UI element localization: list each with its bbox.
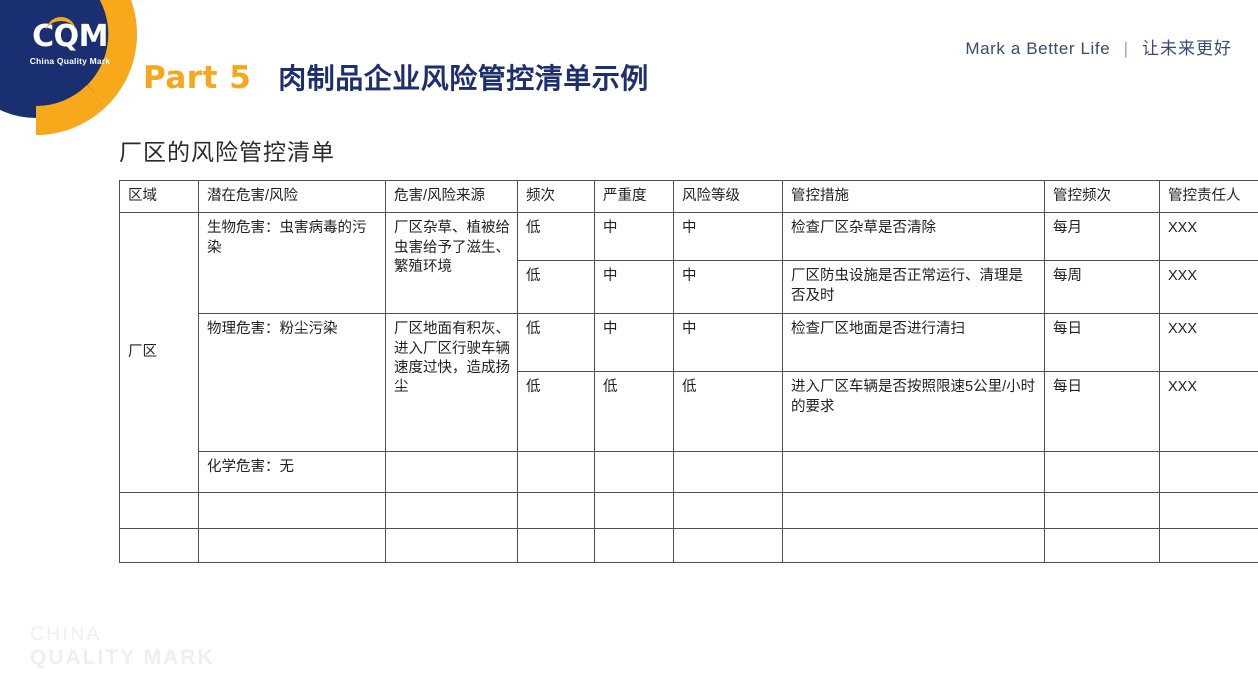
cell-owner (1159, 451, 1258, 494)
column-header-owner: 管控责任人 (1159, 179, 1258, 214)
tagline-divider: | (1123, 39, 1129, 58)
cell-control-measure (782, 492, 1045, 530)
table-row: 低 低 低 进入厂区车辆是否按照限速5公里/小时的要求 每日 XXX (120, 371, 1258, 453)
table-row: 物理危害：粉尘污染 厂区地面有积灰、进入厂区行驶车辆速度过快，造成扬尘 低 中 … (120, 313, 1258, 453)
cell-severity (594, 492, 674, 530)
tagline: Mark a Better Life | 让未来更好 (965, 34, 1232, 59)
cell-frequency: 低 (517, 371, 595, 453)
cell-control-measure (782, 528, 1045, 564)
column-header-hazard-source: 危害/风险来源 (385, 179, 518, 214)
cell-risk-level (673, 492, 783, 530)
column-header-potential-hazard: 潜在危害/风险 (198, 179, 386, 214)
column-header-severity: 严重度 (594, 179, 674, 214)
cell-severity: 低 (594, 371, 674, 453)
part-number-label: Part 5 (143, 60, 252, 96)
cell-potential-hazard: 生物危害：虫害病毒的污染 (198, 212, 386, 315)
cell-hazard-source (385, 528, 518, 564)
cell-owner: XXX (1159, 212, 1258, 262)
cell-severity: 中 (594, 313, 674, 373)
cell-control-frequency: 每日 (1044, 313, 1160, 373)
cell-control-frequency (1044, 492, 1160, 530)
footer-watermark: CHINA QUALITY MARK (30, 624, 215, 670)
cell-control-measure: 检查厂区地面是否进行清扫 (782, 313, 1045, 373)
cell-area (119, 492, 199, 530)
cell-risk-level (673, 451, 783, 494)
risk-control-table: 区域 潜在危害/风险 危害/风险来源 频次 严重度 风险等级 管控措施 管控频次… (119, 179, 1258, 564)
column-header-control-frequency: 管控频次 (1044, 179, 1160, 214)
cell-severity: 中 (594, 212, 674, 262)
cell-owner (1159, 492, 1258, 530)
cell-area: 厂区 (119, 212, 199, 494)
cell-risk-level: 低 (673, 371, 783, 453)
table-header-row: 区域 潜在危害/风险 危害/风险来源 频次 严重度 风险等级 管控措施 管控频次… (119, 179, 1258, 214)
cell-control-measure: 厂区防虫设施是否正常运行、清理是否及时 (782, 260, 1045, 315)
cell-owner: XXX (1159, 260, 1258, 315)
cell-owner: XXX (1159, 313, 1258, 373)
table-row: 厂区 生物危害：虫害病毒的污染 厂区杂草、植被给虫害给予了滋生、繁殖环境 低 中… (119, 212, 1258, 494)
cell-risk-level: 中 (673, 313, 783, 373)
cell-control-frequency: 每周 (1044, 260, 1160, 315)
logo-yellow-arc-lower (36, 84, 108, 135)
logo-yellow-arc (87, 0, 137, 106)
cell-potential-hazard (198, 492, 386, 530)
watermark-line-2: QUALITY MARK (30, 645, 215, 669)
cell-control-frequency (1044, 528, 1160, 564)
table-header: 区域 潜在危害/风险 危害/风险来源 频次 严重度 风险等级 管控措施 管控频次… (119, 179, 1258, 214)
cell-owner: XXX (1159, 371, 1258, 453)
cell-frequency (517, 451, 595, 494)
cell-potential-hazard (198, 528, 386, 564)
cell-potential-hazard: 物理危害：粉尘污染 (198, 313, 386, 453)
cell-control-frequency: 每月 (1044, 212, 1160, 262)
cell-control-measure (782, 451, 1045, 494)
cell-potential-hazard: 化学危害：无 (198, 451, 386, 494)
table-row: 低 中 中 厂区防虫设施是否正常运行、清理是否及时 每周 XXX (120, 260, 1258, 315)
cell-risk-level: 中 (673, 212, 783, 262)
page-title: 肉制品企业风险管控清单示例 (278, 63, 649, 94)
cell-severity (594, 451, 674, 494)
cell-severity: 中 (594, 260, 674, 315)
table-row (119, 492, 1258, 530)
brand-logo-mark (0, 0, 156, 154)
cell-hazard-source (385, 451, 518, 494)
tagline-chinese: 让未来更好 (1142, 39, 1232, 58)
cell-control-measure: 检查厂区杂草是否清除 (782, 212, 1045, 262)
cell-frequency: 低 (517, 260, 595, 315)
column-header-control-measure: 管控措施 (782, 179, 1045, 214)
cell-control-measure: 进入厂区车辆是否按照限速5公里/小时的要求 (782, 371, 1045, 453)
logo-shape-svg (0, 0, 137, 135)
table-row (119, 528, 1258, 564)
tagline-english: Mark a Better Life (965, 39, 1111, 58)
cell-hazard-source: 厂区地面有积灰、进入厂区行驶车辆速度过快，造成扬尘 (385, 313, 518, 453)
cell-frequency (517, 528, 595, 564)
cell-severity (594, 528, 674, 564)
cell-owner (1159, 528, 1258, 564)
cell-frequency (517, 492, 595, 530)
cell-risk-level: 中 (673, 260, 783, 315)
cell-hazard-source (385, 492, 518, 530)
column-header-area: 区域 (119, 179, 199, 214)
cell-control-frequency: 每日 (1044, 371, 1160, 453)
cell-risk-level (673, 528, 783, 564)
cell-frequency: 低 (517, 212, 595, 262)
cell-control-frequency (1044, 451, 1160, 494)
table-body: 厂区 生物危害：虫害病毒的污染 厂区杂草、植被给虫害给予了滋生、繁殖环境 低 中… (119, 212, 1258, 564)
column-header-risk-level: 风险等级 (673, 179, 783, 214)
cell-area (119, 528, 199, 564)
page-title-row: Part 5 肉制品企业风险管控清单示例 (143, 57, 649, 97)
cell-frequency: 低 (517, 313, 595, 373)
table-row: 化学危害：无 (120, 451, 1258, 494)
column-header-frequency: 频次 (517, 179, 595, 214)
section-heading: 厂区的风险管控清单 (119, 139, 335, 165)
cell-hazard-source: 厂区杂草、植被给虫害给予了滋生、繁殖环境 (385, 212, 518, 315)
watermark-line-1: CHINA (30, 624, 102, 646)
